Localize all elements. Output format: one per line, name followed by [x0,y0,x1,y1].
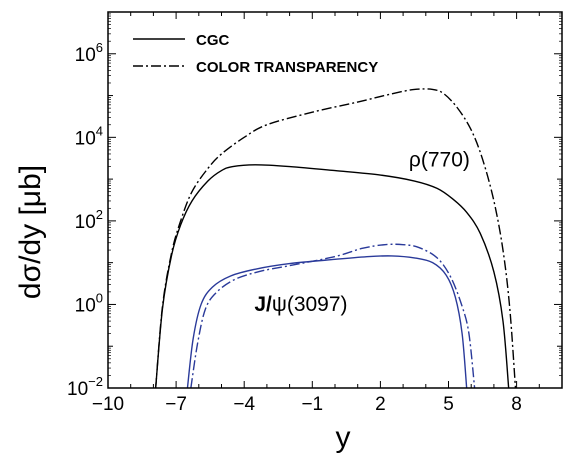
x-tick-label: −1 [301,394,323,415]
plot-frame [107,11,563,389]
annotation-jpsi-bold: J/ [254,293,272,316]
legend-label-cgc: CGC [196,32,230,49]
series-line-rho-CT [154,88,517,389]
legend: CGC COLOR TRANSPARENCY [133,32,378,76]
x-tick-label: 8 [511,394,522,415]
y-tick-label: 104 [75,123,103,149]
y-tick-base: 10 [75,295,96,316]
y-tick-base: 10 [75,212,96,233]
y-axis-label: dσ/dy [μb] [14,165,47,299]
x-tick-label: 5 [443,394,454,415]
y-tick-base: 10 [75,128,96,149]
series-line-jpsi-CT [190,243,476,389]
y-tick-exponent: 2 [96,207,103,222]
y-tick-exponent: 6 [96,40,103,55]
x-tick-label: −10 [92,394,124,415]
x-tick-label: −7 [165,394,187,415]
y-tick-exponent: 0 [96,290,103,305]
y-tick-exponent: 4 [96,123,103,138]
annotation-jpsi-rest: ψ(3097) [272,293,348,316]
y-tick-exponent: −2 [88,374,103,389]
x-tick-label: 2 [375,394,386,415]
y-tick-label: 10−2 [67,374,103,400]
y-tick-label: 106 [75,40,103,66]
legend-label-color-transparency: COLOR TRANSPARENCY [196,59,378,76]
y-tick-label: 102 [75,207,103,233]
y-tick-base: 10 [75,45,96,66]
series-line-rho-CGC [154,164,510,389]
y-tick-label: 100 [75,290,103,316]
series-line-jpsi-CGC [186,255,468,389]
annotation-jpsi: J/ψ(3097) [254,293,347,316]
annotation-rho: ρ(770) [409,149,470,172]
x-tick-label: −4 [233,394,255,415]
series-layer [154,88,517,389]
x-axis-label: y [336,421,351,454]
y-tick-base: 10 [67,379,88,400]
